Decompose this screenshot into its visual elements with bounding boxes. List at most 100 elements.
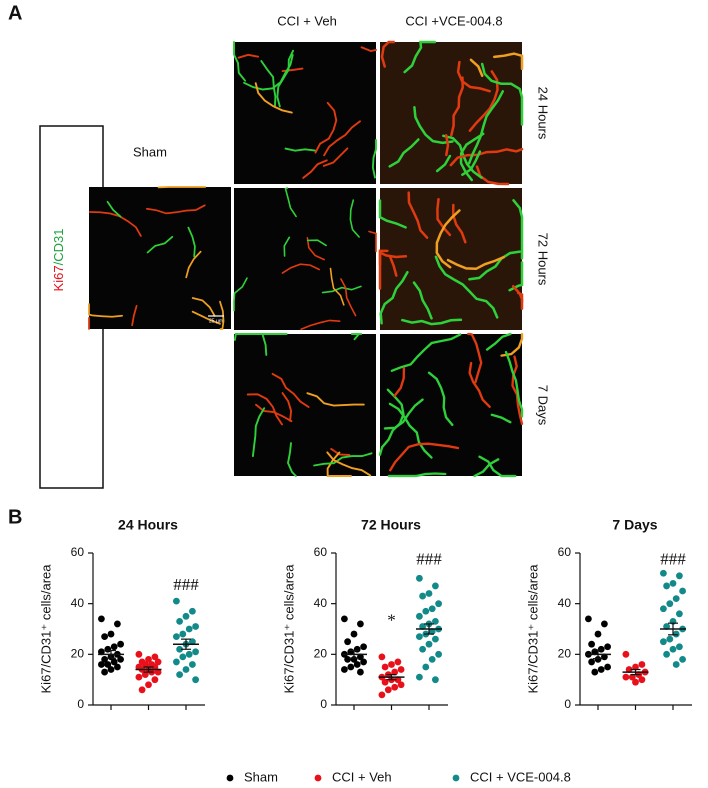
vessel (219, 300, 225, 330)
data-point (138, 686, 146, 694)
vessel (444, 134, 450, 157)
data-point (179, 653, 187, 661)
vessel (283, 236, 291, 257)
vessel (284, 187, 297, 218)
y-tick-label: 0 (77, 697, 84, 711)
vessel (323, 120, 361, 157)
data-point (98, 661, 105, 668)
data-point (189, 661, 196, 668)
data-point (597, 645, 605, 653)
legend-label: CCI + Veh (332, 769, 392, 784)
vessel (461, 150, 482, 176)
data-point (625, 666, 633, 673)
vessel (191, 310, 221, 325)
data-point (114, 620, 121, 628)
vessel (326, 451, 372, 477)
vessel (490, 413, 512, 424)
vessel (306, 392, 365, 407)
vessel (145, 204, 206, 215)
data-point (353, 645, 361, 653)
data-point (672, 661, 680, 668)
vessel (403, 40, 437, 74)
data-point (628, 673, 636, 681)
data-point (173, 658, 180, 666)
data-point (435, 650, 442, 658)
vessel (380, 40, 395, 68)
data-point (135, 673, 143, 681)
y-tick-label: 60 (71, 545, 85, 559)
data-point (669, 645, 677, 653)
vessel (427, 371, 454, 427)
vessel (467, 332, 483, 384)
vessel (313, 452, 373, 467)
data-point (117, 656, 124, 663)
column-header: CCI +VCE-004.8 (405, 13, 502, 28)
data-point (663, 623, 670, 630)
data-point (594, 656, 602, 663)
vessel (413, 105, 454, 145)
data-point (416, 673, 423, 681)
y-tick-label: 40 (314, 596, 328, 610)
vessel (412, 281, 433, 320)
vessel (446, 255, 505, 271)
data-point (425, 590, 433, 597)
scale-bar-label: 25 µm (209, 318, 223, 324)
vessel (508, 261, 524, 292)
data-point (192, 648, 200, 656)
vessel (493, 52, 524, 71)
vessel (261, 334, 268, 356)
vessel (321, 285, 362, 294)
vessel (387, 472, 447, 478)
stain-label: Ki67/CD31 (51, 229, 66, 292)
data-point (585, 615, 592, 623)
vessel (480, 62, 524, 126)
significance-mark: ### (173, 575, 199, 594)
data-point (422, 607, 430, 615)
y-tick-label: 60 (314, 545, 328, 559)
vessel (504, 350, 524, 418)
data-point (185, 650, 193, 658)
vessel (393, 367, 406, 397)
data-point (428, 656, 436, 663)
vessel (442, 134, 483, 179)
vessel (401, 318, 463, 326)
data-point (676, 610, 683, 618)
data-point (663, 650, 670, 658)
data-point (597, 666, 605, 673)
vessel (511, 284, 524, 303)
data-point (182, 666, 190, 673)
vessel (388, 255, 398, 277)
vessel (243, 54, 294, 91)
vessel (378, 388, 405, 456)
vessel (260, 60, 277, 108)
data-point (135, 650, 143, 658)
vessel (88, 303, 123, 318)
vessel (233, 41, 247, 82)
vessel (478, 455, 517, 478)
data-point (432, 676, 439, 684)
data-point (101, 668, 108, 676)
y-tick-label: 0 (320, 697, 327, 711)
data-point (141, 671, 149, 678)
data-point (381, 678, 389, 686)
data-point (353, 661, 361, 668)
vessel (233, 333, 288, 341)
vessel (254, 82, 293, 114)
data-point (179, 630, 187, 638)
data-point (397, 666, 405, 673)
vessel (371, 138, 377, 179)
data-point (98, 615, 105, 623)
vessel (329, 267, 345, 306)
data-point (394, 676, 402, 684)
data-point (145, 656, 152, 663)
data-point (344, 656, 351, 663)
vessel (284, 147, 317, 152)
data-point (638, 676, 646, 684)
vessel (131, 305, 138, 327)
column-header: CCI + Veh (277, 13, 337, 28)
data-point (104, 645, 112, 653)
data-point (347, 663, 355, 671)
stain-cd31: /CD31 (51, 229, 66, 266)
vessel (475, 165, 510, 186)
